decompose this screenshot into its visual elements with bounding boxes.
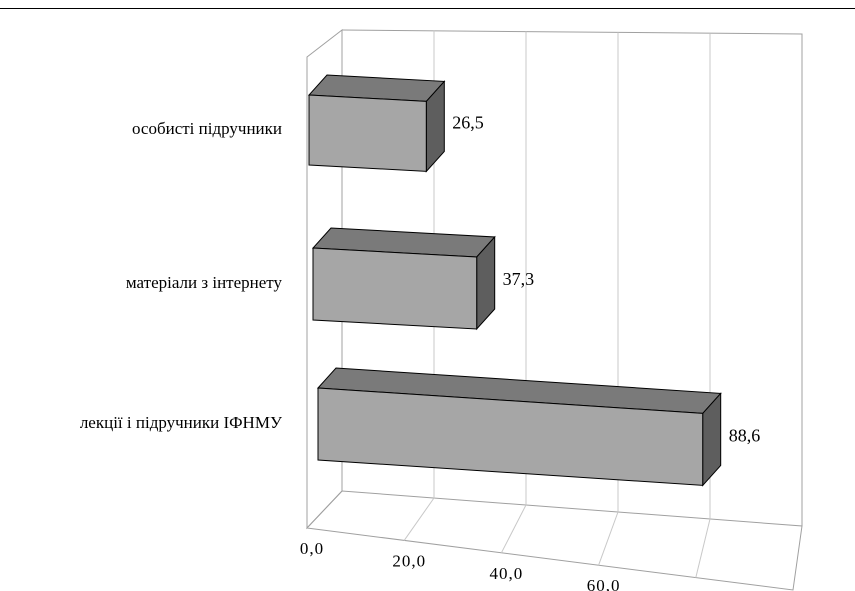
gridline-floor <box>598 511 619 566</box>
x-tick-labels: 0,020,040,060,080,0100,0 <box>300 539 718 591</box>
data-label: 37,3 <box>503 269 535 289</box>
bar <box>316 367 722 487</box>
x-tick-label: 80,0 <box>684 589 718 591</box>
x-tick-label: 20,0 <box>392 551 426 570</box>
floor <box>305 490 803 591</box>
bar-front-face <box>308 94 427 172</box>
bar-front-face <box>317 387 704 486</box>
bar <box>311 227 496 331</box>
category-labels: особисті підручники матеріали з інтернету… <box>80 119 283 432</box>
x-tick-label: 0,0 <box>300 539 324 558</box>
bar <box>307 74 446 173</box>
data-label: 26,5 <box>452 112 484 132</box>
x-tick-label: 40,0 <box>490 564 524 583</box>
data-label: 88,6 <box>729 425 761 445</box>
bar-front-face <box>312 247 478 330</box>
bars <box>307 74 722 487</box>
category-label: лекції і підручники ІФНМУ <box>80 413 283 432</box>
data-labels: 26,5 37,3 88,6 <box>452 112 760 445</box>
gridline-floor <box>695 518 711 578</box>
category-label: особисті підручники <box>132 119 282 138</box>
back-wall <box>341 29 803 526</box>
x-tick-label: 60,0 <box>587 576 621 591</box>
gridline-floor <box>403 497 435 541</box>
gridline-floor <box>500 504 527 554</box>
top-rule <box>0 8 855 9</box>
category-label: матеріали з інтернету <box>126 273 283 292</box>
chart-walls <box>305 28 803 591</box>
